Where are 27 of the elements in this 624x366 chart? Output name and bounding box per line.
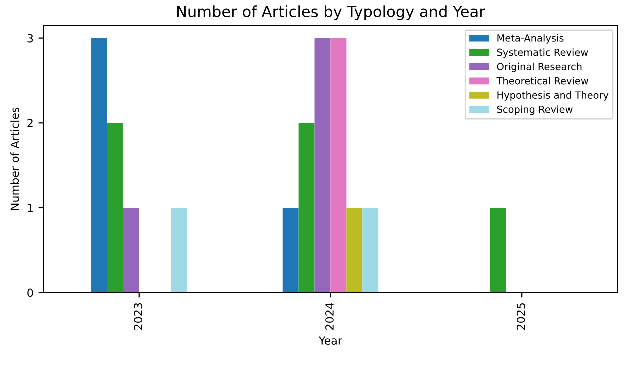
y-tick-label: 3 [28, 34, 34, 43]
y-tick-label: 2 [28, 119, 33, 128]
bar [346, 208, 363, 293]
legend-label: Scoping Review [497, 106, 573, 116]
bar [107, 123, 124, 293]
legend-label: Meta-Analysis [498, 34, 564, 44]
y-tick-label: 0 [28, 288, 34, 298]
bar [490, 208, 506, 293]
x-tick-label: 2024 [326, 303, 334, 330]
x-tick-label: 2025 [516, 303, 526, 330]
bar [171, 208, 188, 293]
bar [123, 208, 140, 293]
bar [298, 123, 315, 293]
y-tick-label: 1 [28, 204, 33, 212]
bar [314, 38, 331, 293]
legend-label: Hypothesis and Theory [498, 91, 609, 101]
bar [282, 208, 299, 293]
bar [362, 208, 379, 293]
bar [330, 38, 347, 293]
legend-label: Theoretical Review [496, 77, 588, 85]
y-axis-title: Number of Articles [10, 108, 20, 210]
chart-title: Number of Articles by Typology and Year [178, 6, 486, 20]
bar [92, 38, 108, 293]
x-tick-label: 2023 [134, 303, 143, 330]
legend-label: Original Research [497, 62, 582, 72]
legend-label: Systematic Review [497, 48, 588, 58]
x-axis-title: Year [318, 336, 342, 345]
